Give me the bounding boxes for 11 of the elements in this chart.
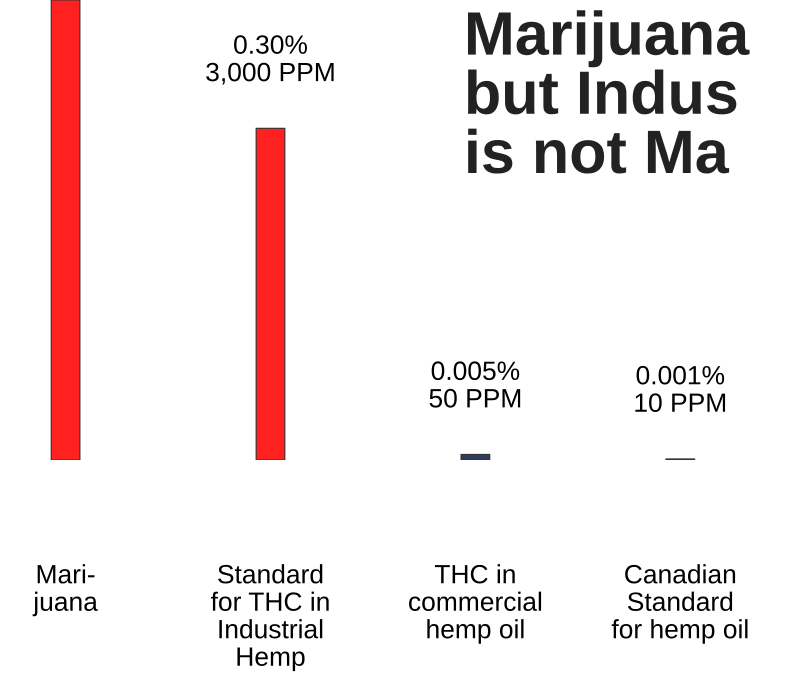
x-tick-label: Mari- juana — [32, 564, 98, 616]
text: Marijuana but Indus is not Ma — [468, 10, 750, 174]
bar — [50, 0, 80, 460]
x-tick-label: THC in commercial hemp oil — [409, 564, 542, 644]
data-label: 0.005% 50 PPM — [430, 361, 520, 408]
x-tick-label: Standard for THC in Industrial Hemp — [210, 564, 329, 672]
data-label: 0.001% 10 PPM — [635, 366, 726, 412]
data-label: 0.30% 3,000 PPM — [206, 35, 334, 85]
bar — [256, 128, 286, 460]
x-tick-label: Canadian Standard for hemp oil — [612, 564, 748, 644]
bar — [460, 454, 490, 460]
